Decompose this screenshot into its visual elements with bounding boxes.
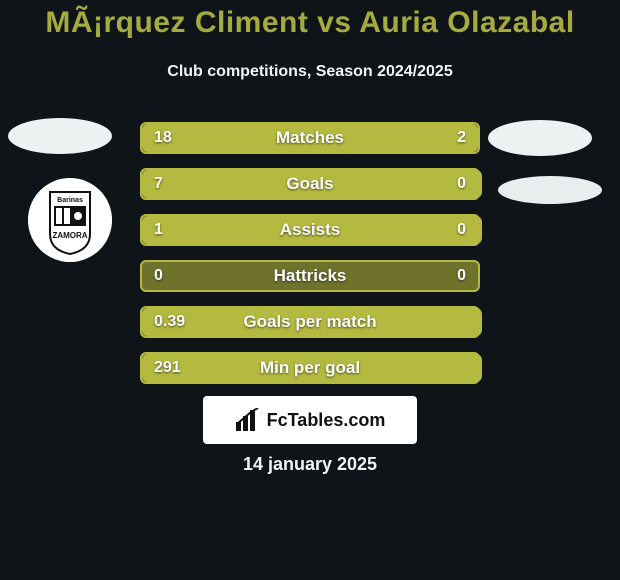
- stat-row: 182Matches: [140, 122, 480, 154]
- bar-fill-left: [142, 354, 482, 382]
- subtitle: Club competitions, Season 2024/2025: [0, 63, 620, 81]
- stat-value-left: 18: [154, 124, 172, 152]
- stat-row: 291Min per goal: [140, 352, 480, 384]
- badge-top-label: Barinas: [57, 197, 83, 204]
- stat-value-right: 0: [457, 170, 466, 198]
- player-right-avatar: [485, 116, 595, 160]
- bars-logo-icon: [235, 408, 261, 432]
- title-text: MÃ¡rquez Climent vs Auria Olazabal: [45, 6, 574, 39]
- stat-value-right: 0: [457, 262, 466, 290]
- subtitle-text: Club competitions, Season 2024/2025: [167, 63, 452, 80]
- player-right-avatar-2: [495, 173, 605, 207]
- fctables-logo: FcTables.com: [203, 396, 417, 444]
- bar-fill-left: [142, 170, 482, 198]
- stat-value-right: 0: [457, 216, 466, 244]
- stat-value-left: 7: [154, 170, 163, 198]
- bar-fill-left: [142, 216, 482, 244]
- stat-row: 10Assists: [140, 214, 480, 246]
- stat-label: Hattricks: [142, 262, 478, 290]
- comparison-infographic: MÃ¡rquez Climent vs Auria Olazabal Club …: [0, 0, 620, 580]
- stat-row: 70Goals: [140, 168, 480, 200]
- footer-logo-text: FcTables.com: [267, 410, 386, 431]
- player-left-avatar: [5, 114, 115, 158]
- bar-fill-left: [142, 308, 482, 336]
- club-crest-icon: Barinas ZAMORA: [28, 178, 112, 262]
- avatar-ellipse-icon: [495, 173, 605, 207]
- footer-date: 14 january 2025: [0, 454, 620, 475]
- stat-row: 0 0Hattricks: [140, 260, 480, 292]
- page-title: MÃ¡rquez Climent vs Auria Olazabal: [0, 6, 620, 40]
- team-badge-left: Barinas ZAMORA: [28, 178, 112, 262]
- bar-fill-left: [142, 124, 448, 152]
- stat-value-right: 2: [457, 124, 466, 152]
- stat-value-left: 0: [154, 262, 163, 290]
- footer-date-text: 14 january 2025: [243, 454, 377, 474]
- stat-row: 0.39Goals per match: [140, 306, 480, 338]
- stat-value-left: 1: [154, 216, 163, 244]
- stat-value-left: 0.39: [154, 308, 185, 336]
- badge-main-label: ZAMORA: [52, 231, 87, 240]
- avatar-ellipse-icon: [485, 116, 595, 160]
- avatar-ellipse-icon: [5, 114, 115, 158]
- stat-value-left: 291: [154, 354, 181, 382]
